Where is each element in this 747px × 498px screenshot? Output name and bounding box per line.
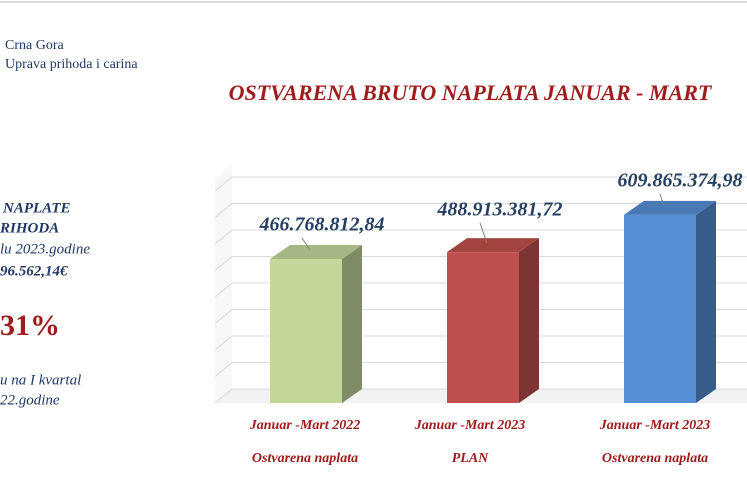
sidebar-text: lu 2023.godine [0,241,90,257]
side-wall [215,165,232,403]
bar [624,200,716,403]
category-note: Ostvarena naplata [252,451,358,466]
category-label: Januar -Mart 2023 [414,418,525,433]
bar-front [624,214,696,403]
bar-top [270,244,362,259]
bar-top [447,238,539,253]
grid-line [214,388,747,404]
value-label: 466.768.812,84 [259,214,385,236]
bar-top [624,200,716,215]
grid-line [214,309,747,324]
header-country: Crna Gora [5,38,64,53]
sidebar-text: RIHODA [0,220,59,236]
bar-side [342,244,362,403]
grid-line [214,229,747,245]
value-label: 609.865.374,98 [618,170,743,192]
chart-title: OSTVARENA BRUTO NAPLATA JANUAR - MART [229,80,713,105]
grid-line [214,282,747,298]
category-note: PLAN [452,451,489,466]
bar-front [447,252,519,403]
bar [447,238,539,403]
category-note: Ostvarena naplata [602,451,708,466]
leader-line [659,193,665,206]
sidebar-text: 22.godine [0,392,60,408]
grid-line [214,256,747,271]
sidebar-percent: 31% [0,309,60,342]
bar-side [519,238,539,403]
sidebar-amount: 96.562,14€ [0,263,68,279]
category-label: Januar -Mart 2023 [599,418,710,433]
bar-side [696,200,716,403]
sidebar-text: u na I kvartal [0,372,81,388]
grid-line [214,203,747,218]
header-agency: Uprava prihoda i carina [5,57,138,72]
bar [270,244,362,403]
bar-front [270,258,342,403]
value-label: 488.913.381,72 [437,199,563,221]
grid-line [214,176,747,192]
grid-line [214,335,747,351]
leader-line [479,222,488,244]
leader-line [301,237,311,251]
sidebar-text: NAPLATE [2,200,71,216]
category-label: Januar -Mart 2022 [249,418,360,433]
plot: 466.768.812,84 Januar -Mart 2022 Ostvarena… [214,165,747,466]
grid-line [214,362,747,377]
